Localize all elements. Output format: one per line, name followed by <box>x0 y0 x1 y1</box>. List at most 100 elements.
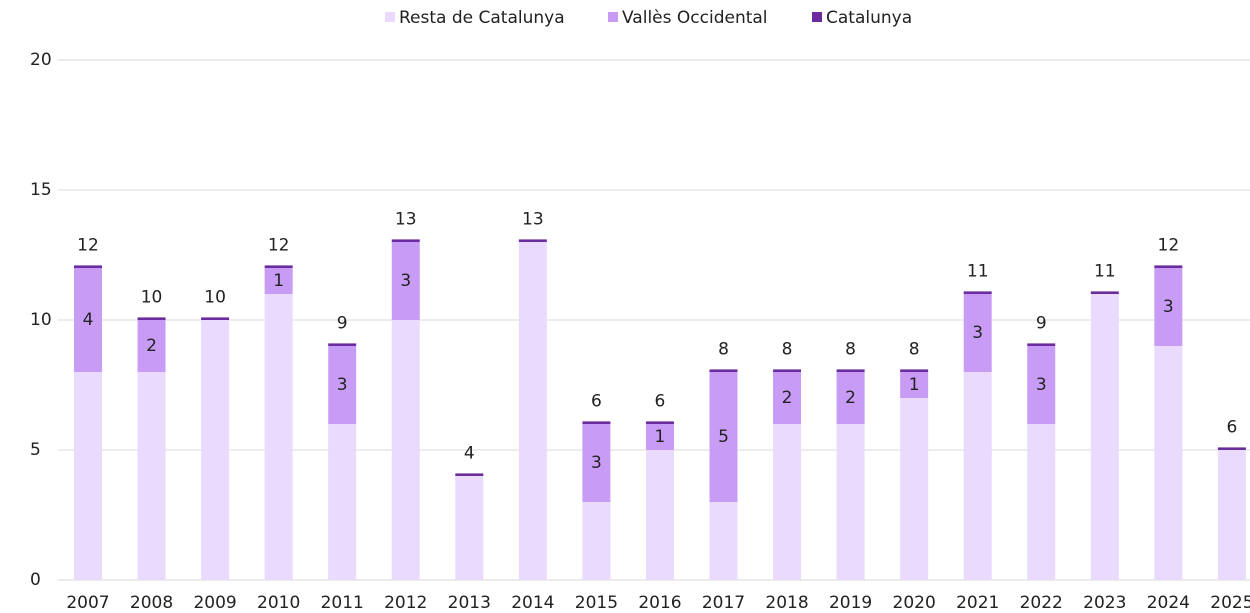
bar-segment <box>1217 447 1246 450</box>
legend-label: Catalunya <box>826 8 912 28</box>
x-tick-label: 2022 <box>1020 593 1063 613</box>
x-tick-label: 2018 <box>765 593 808 613</box>
total-label: 10 <box>141 287 163 307</box>
legend-swatch <box>385 12 395 22</box>
segment-label: 2 <box>782 388 793 408</box>
segment-label: 3 <box>1163 297 1174 317</box>
bar-segment <box>900 372 929 398</box>
bar-segment <box>1090 294 1119 580</box>
y-tick-label: 0 <box>30 570 41 590</box>
segment-label: 3 <box>591 453 602 473</box>
x-tick-label: 2010 <box>257 593 300 613</box>
total-label: 6 <box>591 391 602 411</box>
segment-label: 2 <box>845 388 856 408</box>
x-tick-label: 2020 <box>893 593 936 613</box>
legend-label: Vallès Occidental <box>622 8 768 28</box>
x-tick-label: 2016 <box>638 593 681 613</box>
bar-segment <box>836 372 865 424</box>
x-tick-label: 2009 <box>193 593 236 613</box>
x-tick-label: 2021 <box>956 593 999 613</box>
segment-label: 1 <box>655 427 666 447</box>
total-label: 8 <box>845 339 856 359</box>
bar-segment <box>836 424 865 580</box>
bar-segment <box>201 317 230 320</box>
x-tick-label: 2008 <box>130 593 173 613</box>
x-tick-label: 2014 <box>511 593 554 613</box>
bar-segment <box>1027 424 1056 580</box>
bar-segment <box>1027 346 1056 424</box>
bar-segment <box>328 343 357 346</box>
legend-swatch <box>608 12 618 22</box>
x-tick-label: 2011 <box>321 593 364 613</box>
bar-segment <box>391 242 420 320</box>
bar-segment <box>582 424 611 502</box>
x-tick-label: 2007 <box>66 593 109 613</box>
y-tick-label: 10 <box>30 310 52 330</box>
total-label: 12 <box>1158 235 1180 255</box>
total-label: 4 <box>464 443 475 463</box>
total-label: 12 <box>77 235 99 255</box>
bar-segment <box>1027 343 1056 346</box>
bar-segment <box>645 424 674 450</box>
segment-label: 3 <box>1036 375 1047 395</box>
total-label: 8 <box>782 339 793 359</box>
total-label: 6 <box>655 391 666 411</box>
segment-label: 4 <box>83 310 94 330</box>
bar-segment <box>74 372 102 580</box>
bar-segment <box>709 372 738 502</box>
bar-segment <box>328 346 357 424</box>
bar-segment <box>264 294 293 580</box>
y-tick-label: 15 <box>30 180 52 200</box>
bar-segment <box>645 450 674 580</box>
bar-segment <box>74 265 102 268</box>
bar-segment <box>137 320 166 372</box>
bar-segment <box>773 424 802 580</box>
bar-segment <box>582 502 611 580</box>
bar-segment <box>264 265 293 268</box>
bar-segment <box>900 369 929 372</box>
x-tick-label: 2023 <box>1083 593 1126 613</box>
segment-label: 1 <box>909 375 920 395</box>
total-label: 9 <box>337 313 348 333</box>
legend-label: Resta de Catalunya <box>399 8 565 28</box>
x-tick-label: 2019 <box>829 593 872 613</box>
bar-segment <box>1154 265 1183 268</box>
x-tick-label: 2015 <box>575 593 618 613</box>
total-label: 9 <box>1036 313 1047 333</box>
x-tick-label: 2024 <box>1147 593 1190 613</box>
bar-segment <box>518 242 547 580</box>
bar-segment <box>900 398 929 580</box>
x-tick-label: 2012 <box>384 593 427 613</box>
segment-label: 5 <box>718 427 729 447</box>
total-label: 11 <box>967 261 989 281</box>
x-tick-label: 2017 <box>702 593 745 613</box>
segment-label: 3 <box>337 375 348 395</box>
bar-segment <box>709 369 738 372</box>
y-tick-label: 5 <box>30 440 41 460</box>
bar-segment <box>518 239 547 242</box>
total-label: 13 <box>522 209 544 229</box>
bar-segment <box>264 268 293 294</box>
bar-segment <box>963 372 992 580</box>
bar-segment <box>455 476 484 580</box>
total-label: 11 <box>1094 261 1116 281</box>
total-label: 8 <box>718 339 729 359</box>
bar-segment <box>963 291 992 294</box>
y-tick-label: 20 <box>30 50 52 70</box>
segment-label: 3 <box>972 323 983 343</box>
total-label: 8 <box>909 339 920 359</box>
x-tick-label: 2025 <box>1210 593 1250 613</box>
bar-segment <box>1154 346 1183 580</box>
bar-segment <box>137 317 166 320</box>
bar-segment <box>391 320 420 580</box>
bar-segment <box>1090 291 1119 294</box>
bar-segment <box>455 473 484 476</box>
bar-segment <box>201 320 230 580</box>
total-label: 12 <box>268 235 290 255</box>
total-label: 13 <box>395 209 417 229</box>
segment-label: 3 <box>400 271 411 291</box>
legend-swatch <box>812 12 822 22</box>
total-label: 6 <box>1226 417 1237 437</box>
bar-segment <box>709 502 738 580</box>
